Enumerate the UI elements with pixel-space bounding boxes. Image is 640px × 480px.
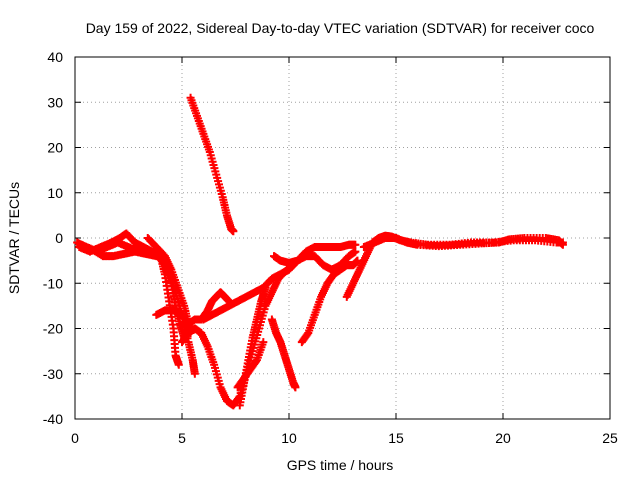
data-point [351, 240, 360, 249]
y-tick-label: 0 [55, 230, 63, 246]
data-point [351, 247, 360, 256]
series-arc-l [270, 247, 360, 274]
series-arc-o [359, 234, 567, 252]
axis-ticks: 0 5 10 15 20 25 -40 -30 -20 -10 0 10 20 30 40 [43, 49, 618, 446]
series-arc-e [186, 93, 238, 236]
x-tick-label: 10 [281, 430, 297, 446]
y-tick-label: -10 [43, 275, 63, 291]
x-tick-label: 15 [388, 430, 404, 446]
x-tick-label: 25 [602, 430, 618, 446]
series-arc-k [267, 315, 300, 392]
series-arc-f [152, 288, 234, 328]
y-tick-label: 30 [47, 94, 63, 110]
data-point [229, 227, 238, 236]
y-axis-title: SDTVAR / TECUs [6, 182, 22, 294]
chart-title: Day 159 of 2022, Sidereal Day-to-day VTE… [86, 20, 595, 36]
y-tick-label: -20 [43, 321, 63, 337]
y-tick-label: 40 [47, 49, 63, 65]
y-tick-label: 10 [47, 185, 63, 201]
data-point [259, 338, 268, 347]
data-point [174, 360, 183, 369]
series-arc-c [77, 240, 199, 378]
series-arc-j [235, 283, 270, 410]
data-point [353, 256, 362, 265]
data-series [73, 93, 567, 410]
y-tick-label: -40 [43, 411, 63, 427]
data-point [558, 240, 567, 249]
y-tick-label: 20 [47, 140, 63, 156]
x-axis-title: GPS time / hours [287, 457, 394, 473]
data-point [261, 283, 270, 292]
y-tick-label: -30 [43, 366, 63, 382]
data-point [190, 369, 199, 378]
x-tick-label: 0 [71, 430, 79, 446]
x-tick-label: 20 [495, 430, 511, 446]
x-tick-label: 5 [178, 430, 186, 446]
data-point [291, 383, 300, 392]
series-arc-m [297, 256, 362, 347]
